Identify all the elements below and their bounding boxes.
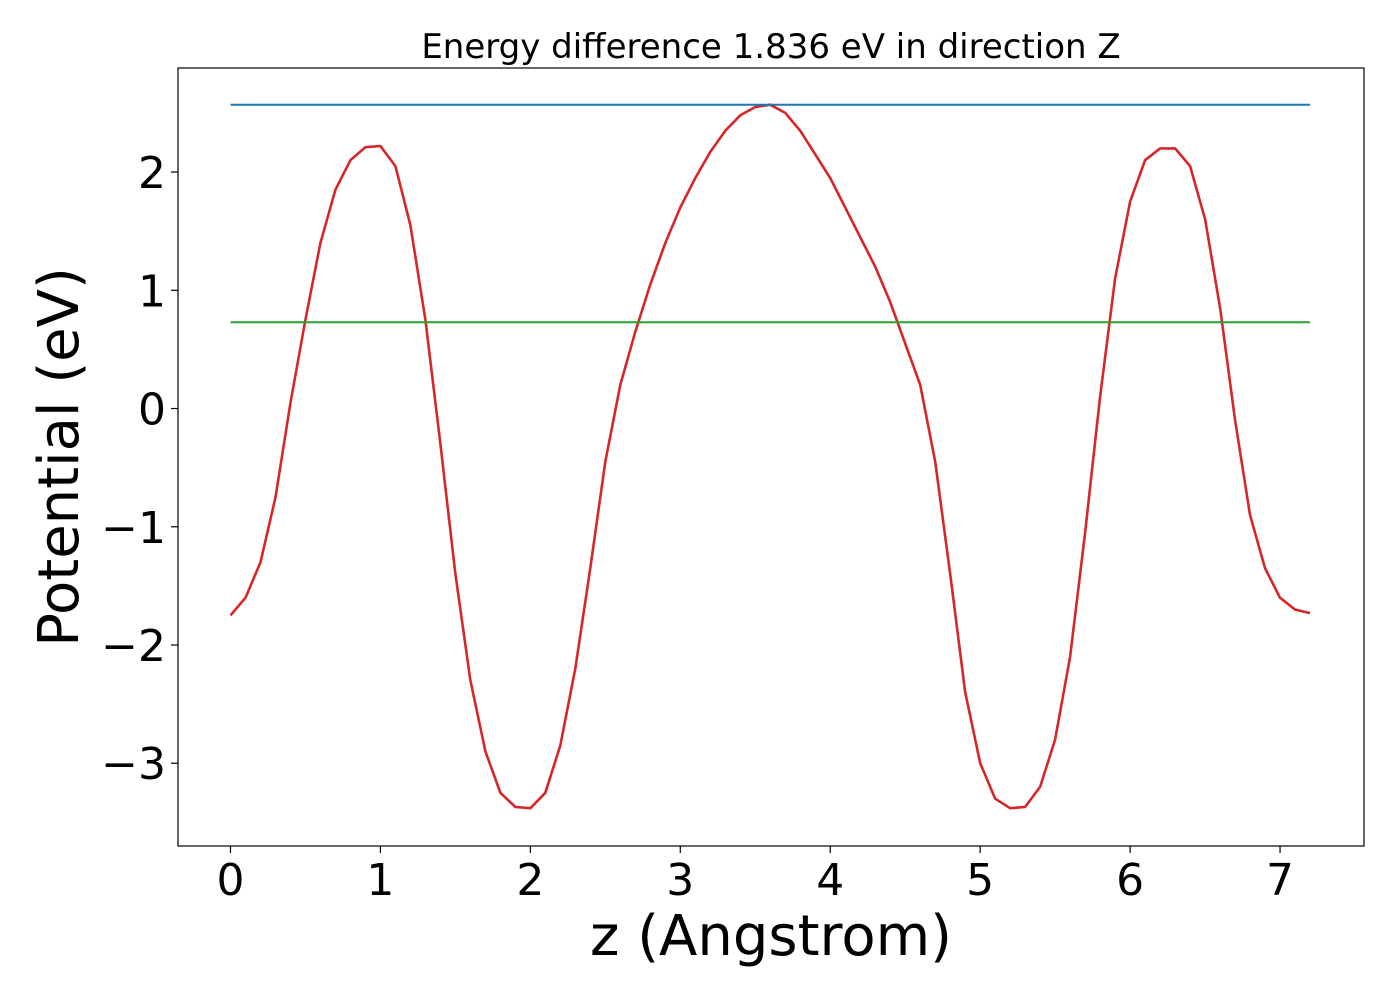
x-tick-label: 5 <box>966 855 994 906</box>
y-axis: −3 −2 −1 0 1 2 <box>101 148 178 790</box>
x-tick-label: 2 <box>516 855 544 906</box>
series-line-0 <box>229 103 1311 810</box>
y-tick-label: 1 <box>138 266 166 317</box>
y-tick-label: 0 <box>138 385 166 436</box>
y-tick-label: −3 <box>101 739 166 790</box>
x-tick-label: 6 <box>1116 855 1144 906</box>
y-tick-label: −1 <box>101 503 166 554</box>
x-tick-label: 7 <box>1266 855 1294 906</box>
x-axis-label: z (Angstrom) <box>590 904 952 969</box>
series-layer <box>229 103 1311 810</box>
x-tick-label: 1 <box>366 855 394 906</box>
y-tick-label: −2 <box>101 621 166 672</box>
x-tick-label: 4 <box>816 855 844 906</box>
x-tick-label: 3 <box>666 855 694 906</box>
chart-title: Energy difference 1.836 eV in direction … <box>421 27 1120 67</box>
x-axis: 0 1 2 3 4 5 6 7 <box>216 846 1294 906</box>
y-tick-label: 2 <box>138 148 166 199</box>
y-axis-label: Potential (eV) <box>27 267 92 647</box>
x-tick-label: 0 <box>216 855 244 906</box>
plot-frame <box>177 67 1365 847</box>
